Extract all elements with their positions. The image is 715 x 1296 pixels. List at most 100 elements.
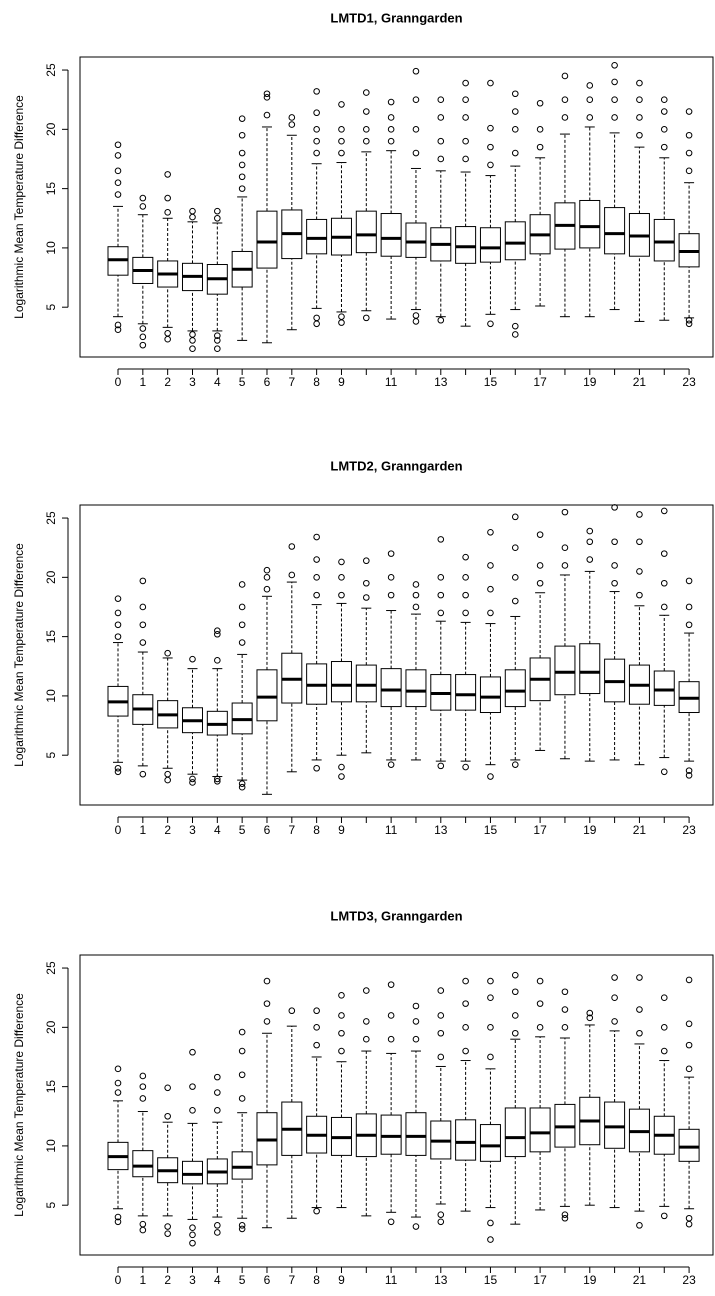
outlier	[313, 1207, 320, 1215]
outlier	[685, 131, 693, 139]
outlier	[412, 1223, 420, 1230]
y-tick-label: 10	[44, 241, 58, 255]
box	[504, 1107, 526, 1158]
outlier	[363, 126, 370, 133]
outlier	[164, 1112, 171, 1120]
outlier	[387, 550, 395, 557]
outlier	[636, 568, 643, 575]
outlier	[139, 1083, 147, 1090]
outlier	[114, 167, 122, 175]
outlier	[387, 591, 395, 599]
outlier	[114, 633, 122, 640]
outlier	[363, 89, 370, 96]
outlier	[338, 763, 345, 771]
outlier	[511, 1012, 519, 1019]
outlier	[462, 574, 469, 581]
outlier	[114, 764, 122, 772]
x-tick-label: 8	[313, 375, 320, 389]
outlier	[338, 773, 345, 780]
outlier	[114, 1213, 122, 1221]
outlier	[363, 1035, 370, 1043]
outlier	[586, 527, 594, 535]
outlier	[238, 783, 246, 791]
outlier	[114, 768, 122, 776]
outlier	[238, 173, 246, 181]
outlier	[114, 1089, 122, 1096]
outlier	[189, 337, 196, 344]
outlier	[387, 1218, 395, 1226]
outlier	[139, 770, 147, 778]
outlier	[611, 994, 618, 1001]
outlier	[685, 767, 693, 774]
outlier	[561, 114, 569, 121]
outlier	[338, 149, 345, 157]
outlier	[685, 976, 693, 984]
outlier	[611, 538, 618, 546]
x-tick-label: 6	[264, 375, 271, 389]
x-tick-label: 13	[434, 375, 448, 389]
outlier	[511, 971, 519, 979]
outlier	[214, 337, 221, 344]
outlier	[363, 1018, 370, 1025]
outlier	[487, 161, 494, 169]
outlier	[462, 591, 469, 599]
box	[455, 1119, 477, 1161]
outlier	[437, 609, 445, 617]
outlier	[462, 1047, 469, 1055]
outlier	[263, 94, 271, 101]
outlier	[511, 1029, 519, 1037]
outlier	[611, 579, 618, 587]
outlier	[437, 1218, 445, 1226]
outlier	[487, 320, 494, 328]
outlier	[214, 1089, 221, 1096]
outlier	[412, 591, 420, 599]
x-tick-label: 6	[264, 1273, 271, 1287]
x-tick-label: 19	[583, 1273, 597, 1287]
outlier	[437, 574, 445, 581]
box	[405, 669, 427, 708]
box	[479, 1124, 501, 1162]
panel: LMTD3, Granngarden Logarithmic Mean Tempe…	[12, 908, 714, 1287]
outlier	[462, 137, 469, 145]
outlier	[412, 1002, 420, 1010]
outlier	[189, 1231, 196, 1239]
box	[579, 199, 601, 249]
outlier	[164, 209, 171, 216]
outlier	[139, 1072, 147, 1080]
x-tick-label: 11	[385, 823, 398, 837]
outlier	[412, 149, 420, 157]
outlier	[114, 1079, 122, 1087]
outlier	[412, 603, 420, 611]
outlier	[685, 320, 693, 328]
outlier	[139, 603, 147, 611]
outlier	[611, 504, 618, 511]
outlier	[437, 316, 445, 324]
outlier	[412, 318, 420, 325]
outlier	[611, 974, 618, 981]
outlier	[263, 90, 271, 98]
outlier	[238, 780, 246, 787]
outlier	[636, 1006, 643, 1013]
x-tick-label: 23	[682, 1273, 696, 1287]
outlier	[685, 577, 693, 585]
outlier	[114, 152, 122, 159]
outlier	[462, 96, 469, 103]
outlier	[636, 511, 643, 518]
y-tick-label: 20	[44, 1020, 58, 1034]
outlier	[363, 557, 370, 565]
outlier	[536, 977, 544, 985]
x-tick-label: 0	[115, 375, 122, 389]
outlier	[586, 1009, 594, 1017]
y-tick-label: 10	[44, 689, 58, 703]
outlier	[338, 101, 345, 108]
x-tick-label: 21	[633, 1273, 647, 1287]
outlier	[685, 149, 693, 157]
outlier	[189, 213, 196, 221]
box	[380, 1114, 402, 1155]
outlier	[636, 591, 643, 599]
outlier	[636, 96, 643, 103]
outlier	[586, 114, 594, 121]
outlier	[660, 550, 668, 557]
y-tick-label: 15	[44, 630, 58, 644]
